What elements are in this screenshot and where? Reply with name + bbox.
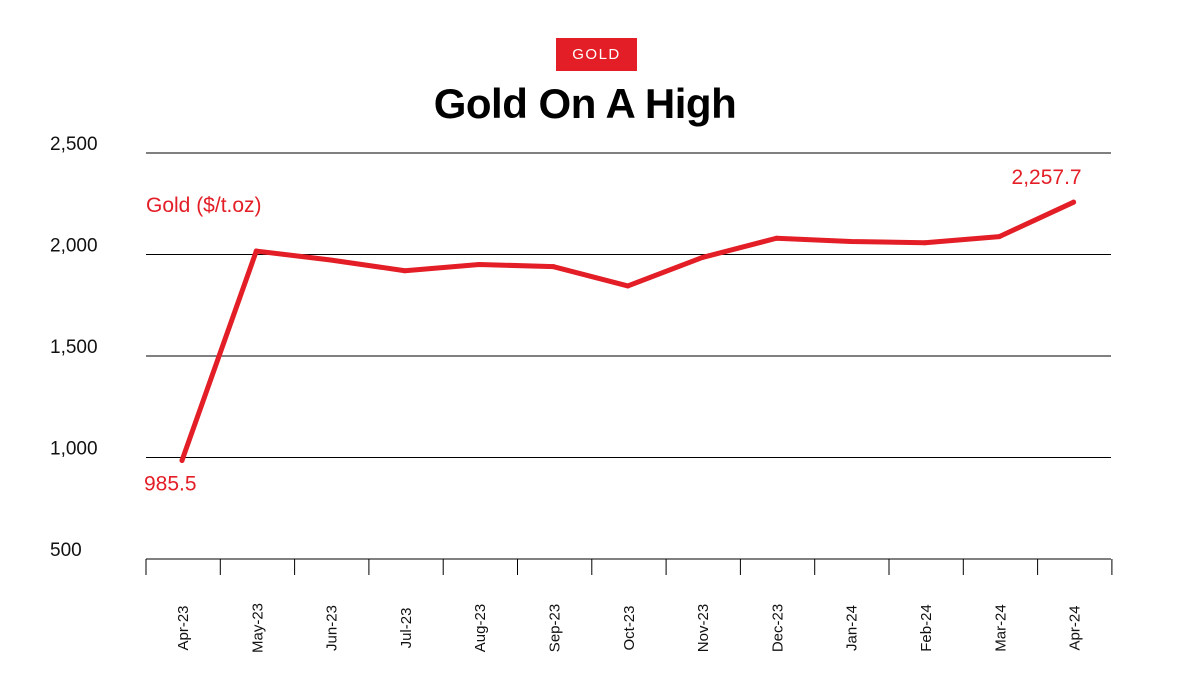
x-tick-label: Sep-23 xyxy=(547,604,564,652)
x-tick-label: Dec-23 xyxy=(769,604,786,652)
x-tick-label: Feb-24 xyxy=(918,604,935,652)
series-label: Gold ($/t.oz) xyxy=(146,194,262,217)
x-axis: Apr-23 May-23 Jun-23 Jul-23 Aug-23 Sep-23 Oct-… xyxy=(145,559,1113,653)
data-point xyxy=(328,257,334,263)
x-tick-label: Mar-24 xyxy=(992,604,1009,652)
data-label: 2,257.7 xyxy=(1012,166,1082,189)
y-tick-label: 2,000 xyxy=(50,236,98,257)
category-tag: GOLD xyxy=(556,38,637,71)
x-tick-label: Jul-23 xyxy=(398,608,415,649)
x-tick-label: Apr-23 xyxy=(175,605,192,650)
x-tick-label: Jan-24 xyxy=(844,605,861,651)
y-tick-label: 1,000 xyxy=(50,439,98,460)
data-point xyxy=(625,283,631,289)
grid-lines xyxy=(146,152,1111,560)
data-point xyxy=(922,240,928,246)
y-tick-label: 500 xyxy=(50,540,82,561)
x-tick-label: May-23 xyxy=(249,603,266,653)
x-tick-label: Oct-23 xyxy=(621,605,638,650)
annotations: 985.5 2,257.7 xyxy=(144,166,1082,495)
y-tick-label: 2,500 xyxy=(50,134,98,155)
x-tick-label: Apr-24 xyxy=(1067,605,1084,650)
series-line-gold xyxy=(179,199,1077,463)
data-point xyxy=(476,261,482,267)
data-point xyxy=(773,235,779,241)
data-point xyxy=(551,264,556,270)
y-axis-ticks: 500 1,000 1,500 2,000 2,500 xyxy=(50,134,98,561)
x-tick-label: Aug-23 xyxy=(472,604,489,652)
data-point xyxy=(253,248,259,254)
x-tick-label: Jun-23 xyxy=(324,605,341,651)
data-point xyxy=(996,234,1002,240)
data-point xyxy=(402,268,408,274)
series-layer: Gold ($/t.oz) xyxy=(146,194,1077,463)
data-point xyxy=(699,255,705,261)
data-point xyxy=(848,239,854,245)
data-label: 985.5 xyxy=(144,472,197,495)
data-point xyxy=(1071,199,1077,205)
x-tick-label: Nov-23 xyxy=(695,604,712,652)
y-tick-label: 1,500 xyxy=(50,337,98,358)
data-point xyxy=(179,457,185,463)
chart-title: Gold On A High xyxy=(433,80,737,127)
